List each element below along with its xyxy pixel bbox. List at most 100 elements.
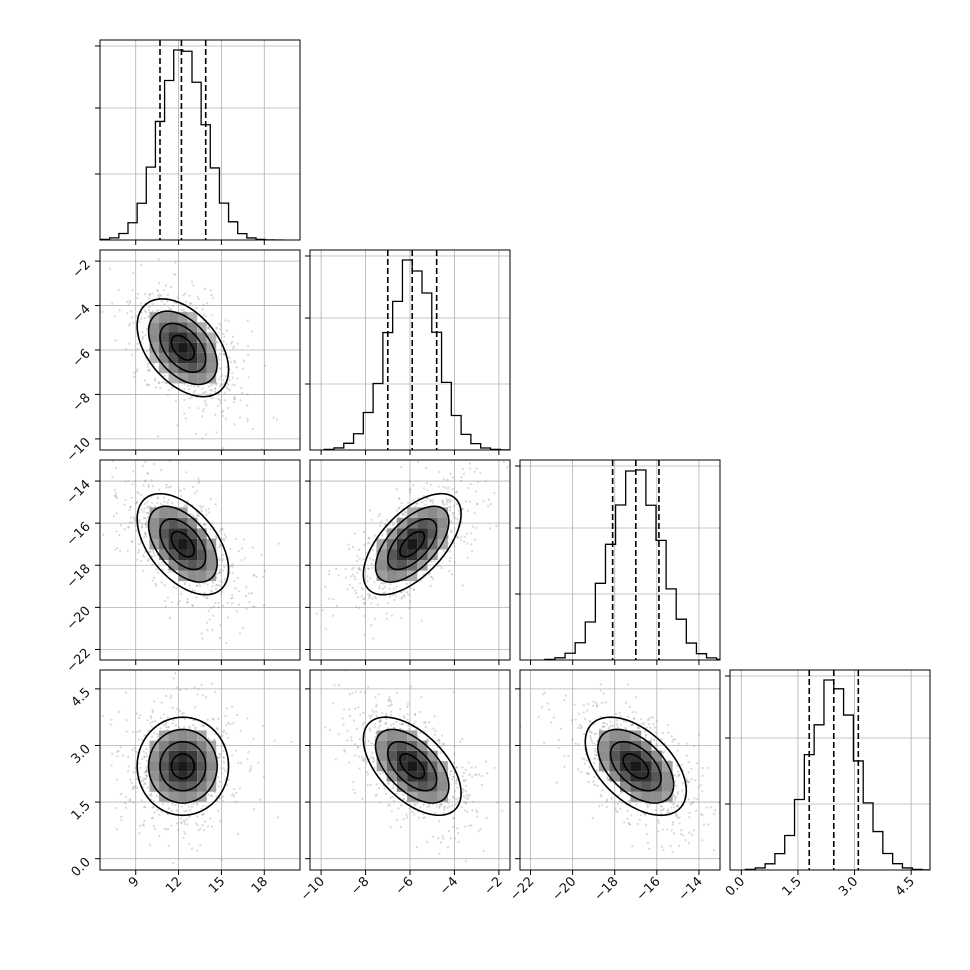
- sample-point: [355, 727, 358, 730]
- density-cell: [396, 528, 408, 539]
- sample-point: [178, 489, 182, 492]
- density-cell: [168, 740, 179, 751]
- sample-point: [164, 605, 167, 608]
- sample-point: [406, 816, 409, 819]
- sample-point: [200, 683, 203, 686]
- y-tick-label: −20: [64, 604, 94, 634]
- sample-point: [370, 755, 373, 758]
- sample-point: [358, 582, 362, 585]
- sample-point: [221, 558, 224, 562]
- sample-point: [482, 849, 485, 853]
- sample-point: [379, 772, 382, 775]
- sample-point: [188, 725, 191, 728]
- sample-point: [403, 595, 406, 598]
- x-tick-label: 0.0: [723, 874, 748, 899]
- sample-point: [202, 391, 205, 394]
- density-cell: [159, 750, 169, 762]
- sample-point: [250, 591, 253, 595]
- y-tick-label: −18: [64, 561, 94, 591]
- density-cell: [662, 771, 673, 782]
- contour-level-1: [159, 322, 207, 374]
- sample-point: [120, 819, 123, 822]
- sample-point: [626, 683, 629, 686]
- sample-point: [168, 571, 171, 574]
- sample-point: [146, 501, 149, 504]
- density-cell: [159, 781, 169, 792]
- sample-point: [203, 582, 206, 585]
- sample-point: [151, 816, 154, 819]
- sample-point: [627, 799, 631, 803]
- sample-point: [128, 506, 132, 509]
- sample-point: [408, 479, 411, 483]
- sample-point: [603, 721, 606, 724]
- sample-point: [113, 315, 116, 318]
- sample-point: [133, 371, 136, 374]
- density-cell: [427, 528, 438, 539]
- y-tick-label: −14: [64, 477, 94, 507]
- sample-point: [162, 724, 166, 727]
- sample-point: [147, 729, 150, 732]
- sample-point: [550, 721, 553, 724]
- sample-point: [146, 350, 149, 353]
- sample-point: [217, 397, 220, 401]
- sample-point: [191, 604, 194, 608]
- sample-point: [132, 321, 135, 324]
- sample-point: [135, 712, 138, 715]
- sample-point: [149, 721, 152, 724]
- sample-point: [348, 708, 351, 711]
- sample-point: [464, 801, 468, 805]
- sample-point: [222, 730, 225, 734]
- sample-point: [208, 330, 211, 333]
- sample-point: [442, 485, 445, 489]
- sample-point: [501, 809, 504, 812]
- sample-point: [247, 592, 251, 595]
- sample-point: [138, 832, 141, 835]
- density-cell: [168, 750, 179, 762]
- sample-point: [628, 802, 632, 805]
- sample-point: [395, 585, 398, 588]
- sample-point: [373, 617, 377, 620]
- sample-point: [335, 604, 338, 608]
- sample-point: [226, 601, 229, 604]
- sample-point: [250, 330, 253, 333]
- density-cell: [149, 352, 160, 364]
- sample-point: [446, 846, 450, 849]
- sample-point: [153, 824, 156, 828]
- sample-point: [203, 399, 207, 402]
- x-tick-label: 15: [206, 874, 228, 896]
- sample-point: [155, 794, 158, 797]
- sample-point: [210, 589, 213, 592]
- sample-point: [395, 720, 398, 724]
- sample-point: [677, 773, 680, 776]
- sample-point: [130, 516, 133, 519]
- density-cell: [149, 507, 160, 518]
- contour-level-2: [597, 728, 675, 804]
- sample-point: [677, 770, 680, 773]
- sample-point: [379, 719, 383, 722]
- sample-point: [601, 803, 604, 807]
- sample-point: [400, 597, 403, 600]
- sample-point: [183, 412, 186, 415]
- sample-point: [563, 765, 566, 768]
- sample-point: [662, 848, 665, 851]
- density-cell: [168, 312, 179, 323]
- sample-point: [630, 814, 633, 817]
- sample-point: [474, 490, 478, 493]
- sample-point: [96, 330, 98, 332]
- sample-point: [181, 712, 184, 715]
- sample-point: [171, 570, 174, 573]
- sample-point: [429, 500, 432, 503]
- sample-point: [195, 803, 198, 806]
- sample-point: [143, 550, 147, 554]
- sample-point: [196, 584, 199, 587]
- sample-point: [235, 366, 238, 369]
- density-cell: [178, 322, 188, 333]
- sample-point: [447, 829, 450, 833]
- sample-point: [580, 725, 583, 728]
- sample-point: [463, 800, 466, 804]
- sample-point: [377, 693, 381, 696]
- sample-point: [705, 806, 708, 809]
- sample-point: [631, 723, 634, 726]
- sample-point: [619, 807, 622, 810]
- panel-1-1: [305, 249, 511, 455]
